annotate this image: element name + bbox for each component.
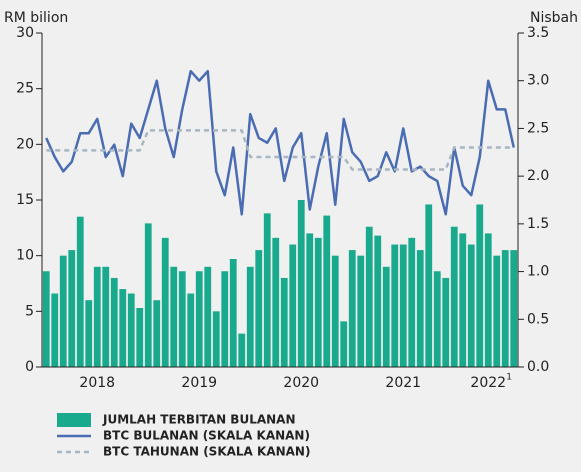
bar bbox=[476, 204, 484, 367]
bar bbox=[153, 300, 161, 367]
bar bbox=[204, 266, 212, 367]
bar bbox=[501, 250, 509, 367]
y-tick-label: 5 bbox=[25, 303, 34, 319]
legend-label: BTC BULANAN (SKALA KANAN) bbox=[103, 429, 310, 443]
bar bbox=[119, 289, 127, 367]
bar bbox=[382, 266, 390, 367]
bar bbox=[110, 277, 118, 367]
y-tick-label: 10 bbox=[16, 248, 34, 264]
bar bbox=[102, 266, 110, 367]
bar bbox=[357, 255, 365, 367]
bar bbox=[374, 235, 382, 367]
y2-tick-label: 0.5 bbox=[527, 311, 549, 327]
y-tick-label: 30 bbox=[16, 25, 34, 41]
y2-tick-label: 2.5 bbox=[527, 120, 549, 136]
x-tick-label: 2020 bbox=[283, 375, 319, 391]
bar bbox=[399, 244, 407, 367]
y-tick-label: 0 bbox=[25, 359, 34, 375]
y2-tick-label: 1.0 bbox=[527, 264, 549, 280]
x-tick-label: 2021 bbox=[385, 375, 421, 391]
bar bbox=[340, 321, 348, 367]
y2-tick-label: 3.0 bbox=[527, 73, 549, 89]
bar bbox=[221, 271, 229, 367]
category-note: 1 bbox=[506, 373, 512, 383]
bar bbox=[76, 216, 84, 367]
y2-tick-label: 3.5 bbox=[527, 25, 549, 41]
bar bbox=[297, 200, 305, 367]
bar bbox=[442, 277, 450, 367]
bar bbox=[212, 311, 220, 367]
bar bbox=[306, 233, 314, 367]
bar bbox=[136, 307, 144, 367]
bar bbox=[510, 250, 518, 367]
legend-swatch bbox=[57, 413, 91, 427]
legend-label: BTC TAHUNAN (SKALA KANAN) bbox=[103, 445, 310, 459]
bar bbox=[144, 223, 152, 367]
bar bbox=[493, 255, 501, 367]
x-tick-label: 2019 bbox=[181, 375, 217, 391]
bar bbox=[229, 259, 237, 367]
bar bbox=[195, 271, 203, 367]
y-tick-label: 25 bbox=[16, 81, 34, 97]
bar bbox=[263, 213, 271, 367]
bar bbox=[85, 300, 93, 367]
bar bbox=[246, 266, 254, 367]
bar bbox=[93, 266, 101, 367]
bar bbox=[425, 204, 433, 367]
bar bbox=[255, 250, 263, 367]
bar bbox=[408, 237, 416, 367]
bar bbox=[467, 244, 475, 367]
bar bbox=[484, 233, 492, 367]
bar bbox=[178, 271, 186, 367]
bar bbox=[187, 293, 195, 367]
legend-label: JUMLAH TERBITAN BULANAN bbox=[102, 413, 296, 427]
y2-tick-label: 2.0 bbox=[527, 168, 549, 184]
bar bbox=[365, 226, 373, 367]
bar bbox=[127, 293, 135, 367]
bar bbox=[272, 237, 280, 367]
bar bbox=[59, 255, 67, 367]
y-tick-label: 15 bbox=[16, 192, 34, 208]
bar bbox=[280, 277, 288, 367]
y2-axis-label: Nisbah bbox=[530, 10, 578, 26]
bar bbox=[323, 215, 331, 367]
bar bbox=[450, 226, 458, 367]
bar bbox=[170, 266, 178, 367]
bar bbox=[416, 250, 424, 367]
bar bbox=[161, 237, 169, 367]
bar bbox=[51, 293, 59, 367]
y-axis-label: RM bilion bbox=[4, 10, 68, 26]
bar bbox=[459, 233, 467, 367]
bar bbox=[331, 255, 339, 367]
bar bbox=[391, 244, 399, 367]
bar bbox=[289, 244, 297, 367]
bar bbox=[348, 250, 356, 367]
line bbox=[45, 69, 515, 216]
x-tick-label: 2022 bbox=[470, 375, 506, 391]
bar bbox=[42, 271, 50, 367]
y2-tick-label: 1.5 bbox=[527, 216, 549, 232]
bar bbox=[314, 237, 322, 367]
x-tick-label: 2018 bbox=[79, 375, 115, 391]
bar bbox=[68, 250, 76, 367]
y-tick-label: 20 bbox=[16, 136, 34, 152]
y2-tick-label: 0.0 bbox=[527, 359, 549, 375]
bar bbox=[433, 271, 441, 367]
bar bbox=[238, 333, 246, 367]
